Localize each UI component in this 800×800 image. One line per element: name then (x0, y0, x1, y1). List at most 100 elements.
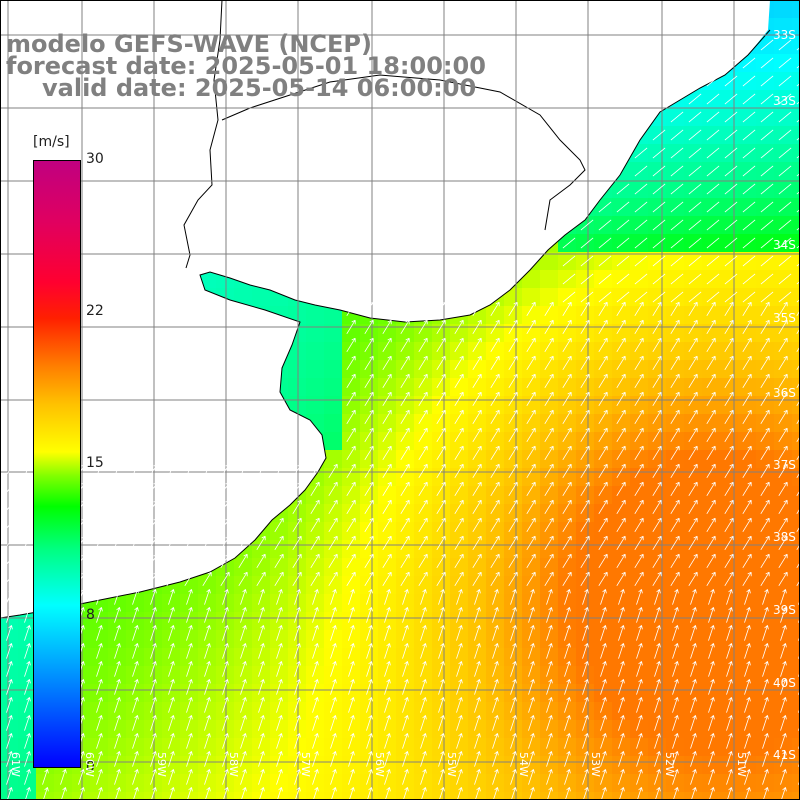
wind-arrow (528, 607, 535, 623)
wind-arrow (670, 337, 680, 353)
wind-arrow (600, 661, 607, 677)
wind-arrow (742, 57, 756, 69)
wind-arrow (114, 751, 121, 767)
wind-arrow (130, 499, 140, 515)
wind-speed-cell (792, 612, 800, 630)
wind-arrow (436, 463, 446, 479)
wind-arrow (706, 391, 716, 407)
wind-arrow (544, 571, 554, 587)
lon-label: 55W (445, 752, 458, 777)
wind-speed-cell (666, 738, 684, 756)
wind-arrow (544, 481, 554, 497)
wind-arrow (112, 553, 122, 569)
wind-speed-cell (504, 702, 522, 720)
wind-arrow (580, 499, 590, 515)
wind-arrow (456, 643, 463, 659)
wind-arrow (294, 787, 301, 800)
wind-arrow (472, 499, 482, 515)
wind-speed-cell (666, 720, 684, 738)
wind-speed-cell (414, 756, 432, 774)
wind-arrow (724, 319, 734, 335)
wind-arrow (382, 535, 392, 551)
wind-arrow (742, 183, 756, 195)
wind-arrow (132, 661, 139, 677)
wind-speed-cell (612, 216, 630, 234)
wind-arrow (526, 499, 536, 515)
wind-arrow (580, 319, 590, 335)
wind-arrow (706, 409, 716, 425)
wind-speed-cell (306, 378, 324, 396)
wind-arrow (580, 291, 594, 303)
wind-speed-cell (504, 630, 522, 648)
wind-arrow (454, 337, 464, 353)
wind-speed-cell (522, 432, 540, 450)
wind-arrow (400, 355, 410, 371)
wind-speed-cell (162, 666, 180, 684)
wind-arrow (402, 787, 409, 800)
wind-arrow (582, 679, 589, 695)
wind-arrow (616, 445, 626, 461)
wind-speed-cell (774, 252, 792, 270)
wind-arrow (256, 535, 266, 551)
wind-arrow (688, 481, 698, 497)
wind-speed-cell (756, 270, 774, 288)
wind-arrow (582, 661, 589, 677)
wind-arrow (456, 625, 463, 641)
wind-speed-cell (450, 342, 468, 360)
wind-arrow (168, 733, 175, 749)
wind-speed-cell (594, 414, 612, 432)
wind-speed-cell (540, 252, 558, 270)
wind-speed-cell (792, 720, 800, 738)
wind-speed-cell (306, 756, 324, 774)
wind-speed-cell (450, 756, 468, 774)
wind-arrow (762, 607, 769, 623)
wind-arrow (688, 337, 698, 353)
wind-arrow (652, 409, 662, 425)
wind-arrow (544, 301, 554, 317)
wind-speed-cell (450, 414, 468, 432)
wind-arrow (132, 751, 139, 767)
wind-speed-cell (576, 756, 594, 774)
wind-arrow (240, 751, 247, 767)
wind-arrow (672, 643, 679, 659)
wind-speed-cell (612, 180, 630, 198)
wind-arrow (382, 319, 392, 335)
wind-speed-cell (486, 702, 504, 720)
wind-arrow (634, 553, 644, 569)
wind-arrow (796, 172, 800, 177)
wind-arrow (600, 607, 607, 623)
wind-arrow (760, 183, 774, 195)
wind-speed-cell (270, 756, 288, 774)
wind-speed-cell (396, 684, 414, 702)
wind-speed-cell (468, 486, 486, 504)
wind-arrow (582, 787, 589, 800)
wind-arrow (690, 661, 697, 677)
wind-speed-cell (504, 522, 522, 540)
wind-arrow (598, 571, 608, 587)
wind-speed-cell (666, 270, 684, 288)
wind-speed-cell (90, 756, 108, 774)
wind-arrow (492, 607, 499, 623)
wind-arrow (6, 769, 13, 785)
wind-speed-cell (414, 414, 432, 432)
wind-speed-cell (756, 576, 774, 594)
wind-speed-cell (612, 504, 630, 522)
wind-arrow (778, 499, 788, 515)
wind-arrow (526, 535, 536, 551)
wind-arrow (310, 517, 320, 533)
wind-arrow (706, 517, 716, 533)
wind-arrow (744, 607, 751, 623)
wind-speed-cell (324, 648, 342, 666)
wind-arrow (4, 553, 14, 569)
wind-arrow (240, 643, 247, 659)
wind-arrow (420, 625, 427, 641)
wind-speed-cell (108, 630, 126, 648)
wind-arrow (562, 445, 572, 461)
valid-date: valid date: 2025-05-14 06:00:00 (42, 74, 477, 102)
wind-speed-cell (756, 432, 774, 450)
wind-speed-cell (378, 666, 396, 684)
wind-arrow (346, 373, 356, 389)
wind-speed-cell (270, 720, 288, 738)
wind-arrow (726, 697, 733, 713)
wind-speed-cell (432, 684, 450, 702)
